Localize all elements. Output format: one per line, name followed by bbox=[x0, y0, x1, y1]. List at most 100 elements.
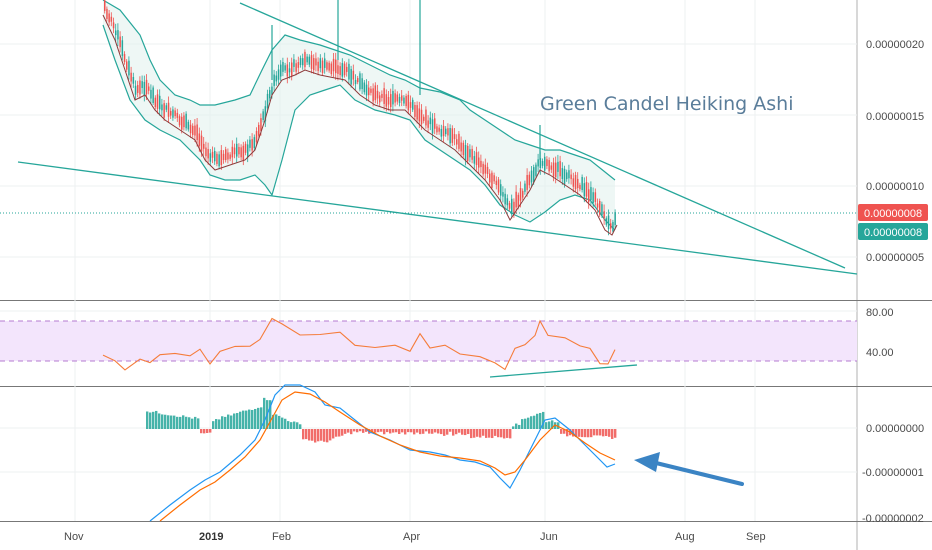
candle bbox=[387, 96, 390, 105]
macd-histogram-bar bbox=[173, 415, 176, 429]
macd-histogram-bar bbox=[197, 418, 200, 429]
candle bbox=[412, 99, 414, 110]
candle bbox=[236, 143, 238, 157]
candle bbox=[449, 128, 451, 144]
candle bbox=[456, 139, 458, 145]
candle bbox=[381, 93, 383, 98]
macd-histogram-bar bbox=[221, 416, 224, 429]
candle bbox=[555, 162, 557, 178]
date-label: Aug bbox=[675, 531, 695, 543]
macd-histogram-bar bbox=[311, 429, 314, 441]
macd-tick-label: 0.00000000 bbox=[866, 423, 924, 435]
macd-histogram-bar bbox=[230, 415, 233, 429]
price-panel[interactable] bbox=[0, 0, 858, 275]
candle bbox=[361, 78, 363, 90]
macd-histogram-bar bbox=[188, 417, 191, 429]
candle bbox=[225, 149, 227, 161]
candle bbox=[249, 139, 251, 148]
macd-histogram-bar bbox=[308, 429, 311, 441]
macd-histogram-bar bbox=[170, 415, 173, 429]
candle bbox=[563, 168, 566, 185]
price-axis-ticks: 0.00000020 0.00000015 0.00000010 0.00000… bbox=[866, 39, 924, 264]
macd-histogram-bar bbox=[317, 429, 320, 442]
macd-histogram-bar bbox=[536, 413, 539, 429]
candle bbox=[119, 36, 121, 48]
candle bbox=[275, 75, 278, 82]
candle bbox=[572, 178, 575, 187]
macd-histogram-bar bbox=[407, 429, 410, 433]
candle bbox=[104, 0, 106, 11]
candle bbox=[227, 152, 229, 160]
macd-histogram-bar bbox=[191, 418, 194, 429]
candle bbox=[464, 145, 467, 161]
macd-histogram-bar bbox=[383, 429, 386, 435]
macd-histogram-bar bbox=[203, 429, 206, 434]
macd-histogram-bar bbox=[515, 423, 518, 429]
macd-histogram-bar bbox=[299, 424, 302, 429]
macd-histogram-bar bbox=[260, 407, 263, 429]
macd-histogram-bar bbox=[242, 410, 245, 429]
candle bbox=[253, 137, 256, 149]
candle bbox=[288, 68, 291, 73]
candle bbox=[170, 110, 172, 116]
candle bbox=[379, 95, 381, 103]
candle bbox=[425, 109, 427, 126]
bollinger-upper bbox=[102, 0, 616, 181]
candle bbox=[407, 94, 410, 111]
candle bbox=[420, 109, 423, 125]
candle bbox=[434, 118, 436, 129]
candle bbox=[489, 173, 491, 183]
candle bbox=[526, 175, 528, 190]
candle bbox=[475, 152, 478, 166]
candle bbox=[480, 160, 482, 168]
candle bbox=[207, 149, 209, 159]
candle bbox=[453, 134, 456, 140]
candle bbox=[209, 153, 212, 162]
macd-histogram-bar bbox=[413, 429, 416, 435]
annotation-text[interactable]: Green Candel Heiking Ashi bbox=[540, 93, 794, 115]
macd-histogram-bar bbox=[440, 429, 443, 435]
macd-panel[interactable] bbox=[146, 384, 744, 522]
candle bbox=[198, 133, 201, 146]
candle bbox=[291, 62, 293, 76]
rsi-panel[interactable] bbox=[0, 317, 857, 378]
candle bbox=[394, 93, 396, 103]
candle bbox=[368, 87, 370, 96]
macd-histogram-bar bbox=[452, 429, 455, 436]
moving-average bbox=[102, 14, 618, 236]
macd-histogram-bar bbox=[341, 429, 344, 436]
candle bbox=[515, 191, 517, 208]
trendline-lower bbox=[17, 161, 858, 275]
candle bbox=[165, 105, 168, 110]
candle bbox=[152, 87, 154, 103]
macd-histogram-bar bbox=[293, 421, 296, 429]
candle bbox=[121, 40, 124, 57]
candle bbox=[396, 94, 399, 102]
date-label: 2019 bbox=[199, 531, 223, 543]
candle bbox=[343, 63, 346, 76]
candle bbox=[585, 182, 588, 197]
candle bbox=[557, 161, 559, 172]
candle bbox=[535, 164, 537, 176]
trendline-upper bbox=[239, 2, 846, 269]
candle bbox=[141, 81, 143, 89]
candle bbox=[126, 61, 128, 70]
candle bbox=[365, 84, 368, 96]
candle bbox=[115, 30, 117, 36]
candle bbox=[440, 128, 443, 137]
macd-histogram-bar bbox=[332, 429, 335, 439]
rsi-band bbox=[0, 321, 857, 361]
candle bbox=[231, 146, 234, 158]
macd-histogram-bar bbox=[248, 409, 251, 429]
candle bbox=[436, 126, 438, 133]
candle bbox=[372, 88, 374, 102]
candle bbox=[581, 176, 583, 191]
macd-histogram-bar bbox=[362, 429, 365, 433]
candle bbox=[159, 95, 161, 110]
candle bbox=[284, 65, 286, 71]
candle bbox=[460, 142, 462, 152]
candle bbox=[304, 51, 306, 68]
macd-histogram-bar bbox=[548, 421, 551, 429]
candle bbox=[599, 200, 601, 215]
